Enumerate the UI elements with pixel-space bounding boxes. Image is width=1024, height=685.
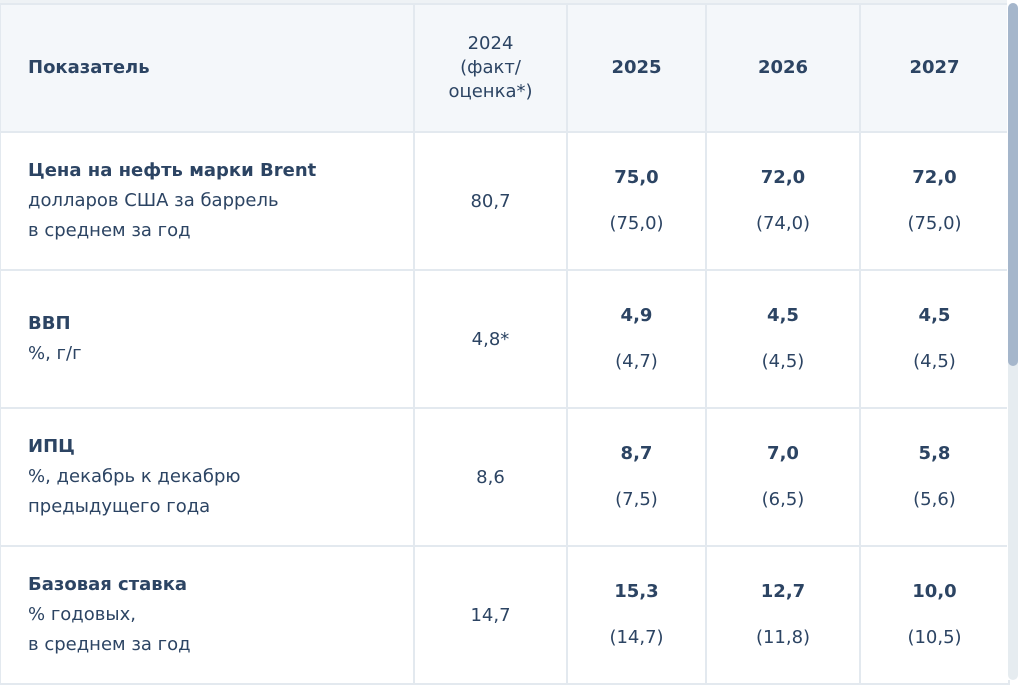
- indicator-unit-2: в среднем за год: [28, 220, 191, 241]
- header-indicator: Показатель: [0, 3, 415, 133]
- value-2027: 72,0: [912, 167, 957, 188]
- value-cell-2025: 15,3 (14,7): [566, 545, 707, 685]
- indicator-cell: Цена на нефть марки Brent долларов США за…: [0, 131, 415, 271]
- previous-value-2027: (75,0): [907, 213, 962, 234]
- value-cell-2026: 4,5 (4,5): [705, 269, 861, 409]
- value-2024: 4,8*: [413, 269, 568, 409]
- value-2027: 5,8: [918, 443, 951, 464]
- indicator-unit: %, декабрь к декабрю: [28, 466, 241, 487]
- previous-value-2025: (14,7): [609, 627, 664, 648]
- value-cell-2026: 12,7 (11,8): [705, 545, 861, 685]
- previous-value-2025: (4,7): [615, 351, 658, 372]
- indicator-title: ВВП: [28, 313, 71, 334]
- table-row: ВВП %, г/г 4,8* 4,9 (4,7) 4,5 (4,5) 4,5 (4,5): [0, 269, 1010, 409]
- scrollbar-thumb[interactable]: [1008, 3, 1018, 366]
- value-cell-2025: 75,0 (75,0): [566, 131, 707, 271]
- previous-value-2027: (4,5): [913, 351, 956, 372]
- previous-value-2026: (6,5): [761, 489, 805, 510]
- previous-value-2027: (5,6): [913, 489, 956, 510]
- value-cell-2025: 8,7 (7,5): [566, 407, 707, 547]
- value-2025: 15,3: [614, 581, 659, 602]
- value-2026: 7,0: [767, 443, 799, 464]
- indicator-unit: долларов США за баррель: [28, 190, 279, 211]
- value-2025: 4,9: [620, 305, 653, 326]
- table-header: Показатель 2024 (факт/оценка*) 2025 2026 …: [0, 3, 1010, 133]
- header-2025: 2025: [566, 3, 707, 133]
- previous-value-2026: (4,5): [761, 351, 805, 372]
- indicator-unit: % годовых,: [28, 604, 136, 625]
- previous-value-2026: (74,0): [755, 213, 811, 234]
- indicator-unit-2: в среднем за год: [28, 634, 191, 655]
- indicator-title: ИПЦ: [28, 436, 75, 457]
- indicator-title: Базовая ставка: [28, 574, 188, 595]
- table-row: ИПЦ %, декабрь к декабрю предыдущего года 8…: [0, 407, 1010, 547]
- value-2025: 75,0: [614, 167, 659, 188]
- previous-value-2025: (75,0): [609, 213, 664, 234]
- header-2024-note1: (факт/: [460, 57, 521, 78]
- indicator-title: Цена на нефть марки Brent: [28, 160, 317, 181]
- forecast-table: Показатель 2024 (факт/оценка*) 2025 2026 …: [0, 3, 1010, 685]
- header-2024: 2024 (факт/оценка*): [413, 3, 568, 133]
- header-2024-note2: оценка*): [448, 81, 533, 102]
- indicator-unit: %, г/г: [28, 343, 82, 364]
- value-2024: 8,6: [413, 407, 568, 547]
- value-2026: 4,5: [767, 305, 799, 326]
- indicator-unit-2: предыдущего года: [28, 496, 211, 517]
- header-2024-year: 2024: [467, 33, 514, 54]
- value-2025: 8,7: [620, 443, 653, 464]
- top-edge: [0, 0, 1007, 3]
- indicator-cell: Базовая ставка % годовых, в среднем за год: [0, 545, 415, 685]
- value-2026: 12,7: [760, 581, 806, 602]
- value-cell-2027: 5,8 (5,6): [859, 407, 1010, 547]
- header-2026: 2026: [705, 3, 861, 133]
- header-2027: 2027: [859, 3, 1010, 133]
- value-cell-2027: 10,0 (10,5): [859, 545, 1010, 685]
- value-cell-2026: 72,0 (74,0): [705, 131, 861, 271]
- value-2024: 14,7: [413, 545, 568, 685]
- indicator-cell: ИПЦ %, декабрь к декабрю предыдущего года: [0, 407, 415, 547]
- value-cell-2025: 4,9 (4,7): [566, 269, 707, 409]
- value-2027: 10,0: [912, 581, 957, 602]
- indicator-cell: ВВП %, г/г: [0, 269, 415, 409]
- value-2024: 80,7: [413, 131, 568, 271]
- previous-value-2025: (7,5): [615, 489, 658, 510]
- previous-value-2027: (10,5): [907, 627, 962, 648]
- table-row: Базовая ставка % годовых, в среднем за год…: [0, 545, 1010, 685]
- value-cell-2027: 72,0 (75,0): [859, 131, 1010, 271]
- value-cell-2026: 7,0 (6,5): [705, 407, 861, 547]
- previous-value-2026: (11,8): [755, 627, 811, 648]
- table-row: Цена на нефть марки Brent долларов США за…: [0, 131, 1010, 271]
- value-cell-2027: 4,5 (4,5): [859, 269, 1010, 409]
- value-2026: 72,0: [760, 167, 806, 188]
- value-2027: 4,5: [918, 305, 951, 326]
